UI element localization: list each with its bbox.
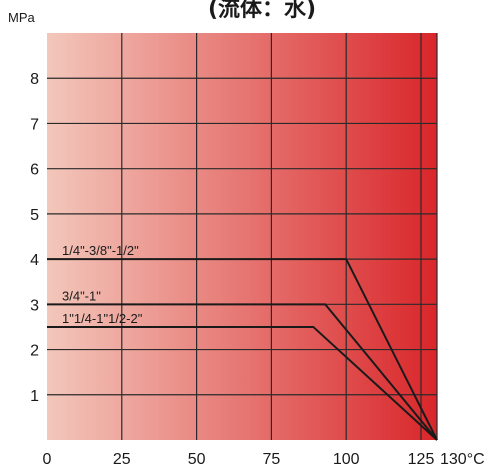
x-tick-label-0: 0 xyxy=(43,451,52,468)
x-axis-ticks: 0 25 50 75 100 125 130°C xyxy=(43,451,485,468)
series-label-0: 1/4"-3/8"-1/2" xyxy=(62,243,139,258)
y-tick-label-7: 8 xyxy=(30,71,39,88)
chart-title: (流体：水) xyxy=(208,0,316,22)
series-line-2 xyxy=(47,325,438,441)
series-label-2: 1"1/4-1"1/2-2" xyxy=(62,311,143,326)
series-lines xyxy=(47,258,438,441)
y-tick-label-0: 1 xyxy=(30,388,39,405)
plot-area xyxy=(47,33,437,440)
x-tick-label-1: 25 xyxy=(113,451,131,468)
y-tick-label-2: 3 xyxy=(30,297,39,314)
series-line-0 xyxy=(47,258,438,441)
y-tick-label-5: 6 xyxy=(30,162,39,179)
series-label-1: 3/4"-1" xyxy=(62,288,101,303)
x-tick-label-6: 130°C xyxy=(440,451,485,468)
y-tick-label-1: 2 xyxy=(30,343,39,360)
y-tick-label-4: 5 xyxy=(30,207,39,224)
y-tick-label-6: 7 xyxy=(30,116,39,133)
x-tick-label-5: 125 xyxy=(408,451,435,468)
x-tick-label-4: 100 xyxy=(333,451,360,468)
series-labels: 1/4"-3/8"-1/2" 3/4"-1" 1"1/4-1"1/2-2" xyxy=(62,243,143,326)
y-tick-label-3: 4 xyxy=(30,252,39,269)
grid xyxy=(47,33,438,440)
x-tick-label-2: 50 xyxy=(188,451,206,468)
series-line-1 xyxy=(47,303,438,441)
y-axis-ticks: 1 2 3 4 5 6 7 8 xyxy=(30,71,39,405)
x-tick-label-3: 75 xyxy=(263,451,281,468)
y-axis-unit: MPa xyxy=(8,10,36,25)
